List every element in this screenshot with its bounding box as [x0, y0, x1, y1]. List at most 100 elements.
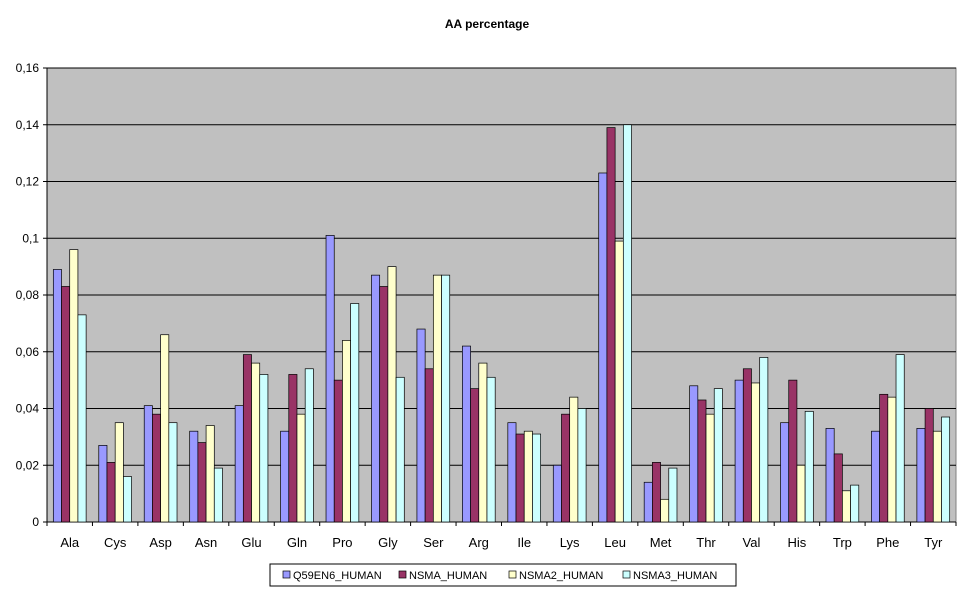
legend-swatch: [508, 570, 517, 579]
bar-nsma-human-ile: [515, 433, 525, 523]
bar-nsma2-human-cys: [114, 422, 124, 523]
bar-nsma2-human-met: [660, 498, 670, 523]
bar-nsma-human-met: [652, 462, 661, 523]
bar-nsma-human-asn: [197, 442, 207, 523]
bar-nsma-human-cys: [106, 462, 116, 523]
bar-q59en6-human-phe: [871, 430, 880, 523]
x-tick-label: His: [788, 535, 807, 550]
bar-nsma3-human-ser: [441, 274, 451, 523]
legend-swatch: [398, 570, 407, 579]
bar-nsma2-human-trp: [842, 490, 851, 523]
chart-title: AA percentage: [445, 17, 530, 31]
y-tick-label: 0,02: [16, 458, 40, 472]
y-tick-label: 0,16: [16, 61, 40, 75]
bar-q59en6-human-pro: [325, 235, 335, 523]
y-tick-label: 0,12: [16, 175, 40, 189]
x-tick-label: Glu: [241, 535, 261, 550]
bar-q59en6-human-gln: [280, 430, 290, 523]
bar-nsma3-human-phe: [895, 354, 905, 523]
bar-nsma-human-his: [788, 379, 798, 523]
plot-area: [46, 67, 957, 523]
legend-label: NSMA3_HUMAN: [633, 570, 717, 582]
y-tick-label: 0,08: [16, 288, 40, 302]
bar-nsma-human-pro: [333, 379, 343, 523]
bar-nsma2-human-thr: [705, 413, 715, 523]
legend-box: [269, 563, 737, 587]
y-tick-label: 0: [32, 515, 39, 529]
bar-nsma2-human-leu: [614, 240, 624, 523]
bar-nsma3-human-lys: [577, 408, 587, 523]
bar-nsma3-human-ile: [532, 433, 541, 523]
bar-nsma-human-tyr: [924, 408, 934, 523]
bar-nsma-human-gln: [288, 374, 298, 523]
bar-q59en6-human-trp: [825, 428, 835, 523]
x-tick-label: Ala: [60, 535, 80, 550]
bar-q59en6-human-asp: [143, 405, 153, 523]
bar-nsma-human-val: [742, 368, 752, 523]
bar-nsma2-human-glu: [251, 362, 261, 523]
bar-nsma-human-asp: [152, 413, 161, 523]
bar-nsma-human-trp: [833, 453, 843, 523]
y-axis: 0 0,02 0,04 0,06 0,08 0,1 0,12 0,14 0,16: [16, 61, 48, 529]
x-tick-label: Thr: [696, 535, 716, 550]
bar-q59en6-human-tyr: [916, 428, 926, 523]
bar-nsma-human-lys: [561, 413, 571, 523]
bar-q59en6-human-lys: [552, 464, 562, 523]
bar-q59en6-human-cys: [98, 445, 108, 523]
bar-nsma2-human-asp: [160, 334, 170, 523]
x-tick-label: Gln: [287, 535, 307, 550]
y-tick-label: 0,14: [16, 118, 40, 132]
bar-nsma2-human-ala: [69, 249, 79, 523]
bar-nsma3-human-asn: [213, 467, 223, 523]
bar-nsma2-human-arg: [478, 362, 488, 523]
bar-q59en6-human-val: [734, 379, 744, 523]
bar-nsma-human-leu: [606, 127, 616, 523]
bar-nsma3-human-his: [804, 410, 814, 523]
bar-nsma-human-gly: [379, 286, 389, 523]
x-tick-label: Asp: [149, 535, 171, 550]
bar-nsma2-human-gly: [387, 266, 397, 523]
x-tick-label: Arg: [469, 535, 489, 550]
x-tick-label: Trp: [833, 535, 852, 550]
bar-nsma-human-ser: [424, 368, 434, 523]
x-tick-label: Ile: [517, 535, 531, 550]
legend-label: Q59EN6_HUMAN: [293, 570, 382, 582]
bars: [52, 124, 951, 523]
legend: Q59EN6_HUMAN NSMA_HUMAN NSMA2_HUMAN NSMA3_H…: [269, 563, 737, 587]
bar-nsma-human-thr: [697, 399, 707, 523]
x-tick-label: Met: [650, 535, 672, 550]
x-tick-label: Phe: [876, 535, 899, 550]
x-tick-label: Val: [743, 535, 761, 550]
bar-nsma2-human-gln: [296, 413, 306, 523]
legend-label: NSMA2_HUMAN: [519, 570, 603, 582]
legend-swatch: [282, 570, 291, 579]
bar-nsma-human-arg: [470, 388, 480, 523]
y-tick-label: 0,1: [22, 231, 39, 245]
bar-nsma-human-glu: [242, 354, 252, 523]
bar-q59en6-human-met: [643, 481, 653, 523]
bar-q59en6-human-ser: [416, 328, 426, 523]
bar-nsma2-human-his: [796, 464, 806, 523]
bar-nsma3-human-tyr: [941, 416, 951, 523]
bar-nsma3-human-ala: [77, 314, 87, 523]
bar-nsma3-human-leu: [622, 124, 632, 523]
bar-nsma2-human-lys: [569, 396, 579, 523]
bar-nsma2-human-ser: [432, 274, 442, 523]
bar-nsma2-human-tyr: [932, 430, 942, 523]
y-tick-label: 0,04: [16, 402, 40, 416]
bar-nsma2-human-asn: [205, 425, 215, 523]
bar-q59en6-human-asn: [189, 430, 199, 523]
bar-nsma2-human-val: [751, 382, 761, 523]
bar-nsma2-human-ile: [523, 430, 533, 523]
bar-nsma3-human-trp: [850, 484, 860, 523]
bar-nsma3-human-val: [759, 357, 769, 523]
x-tick-label: Ser: [423, 535, 444, 550]
x-tick-label: Cys: [104, 535, 127, 550]
legend-label: NSMA_HUMAN: [409, 570, 487, 582]
bar-nsma2-human-pro: [342, 340, 351, 523]
bar-nsma3-human-glu: [259, 374, 269, 523]
bar-q59en6-human-ala: [52, 269, 62, 523]
bar-q59en6-human-glu: [234, 405, 244, 523]
